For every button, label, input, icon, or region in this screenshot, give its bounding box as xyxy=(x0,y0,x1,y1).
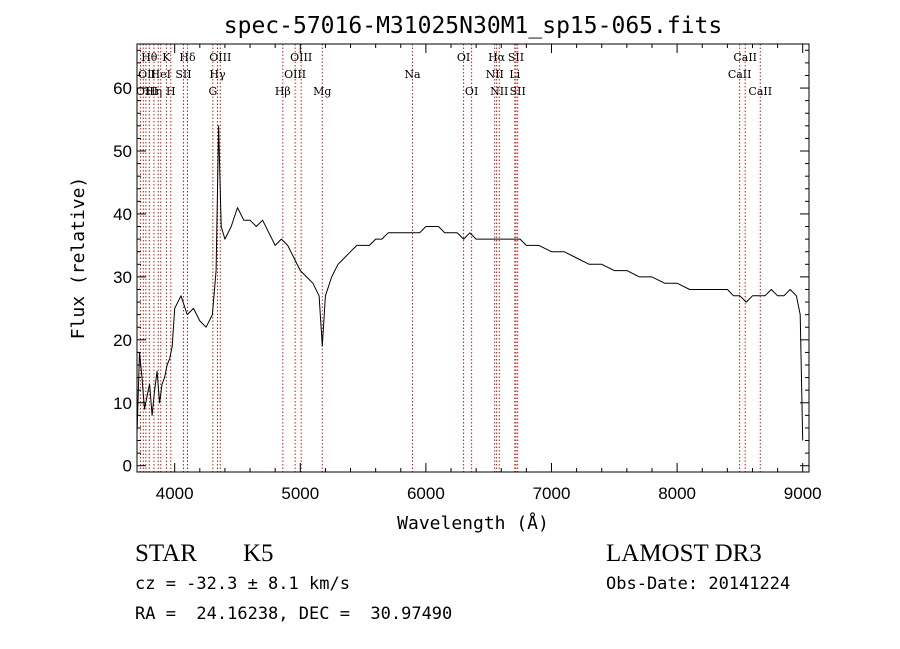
annotation-0: Hθ xyxy=(141,51,158,64)
annotation-7: Hη xyxy=(146,85,162,98)
annotation-8: H xyxy=(166,85,176,98)
annotation-6: OIII xyxy=(136,85,158,98)
annotation-12: OIII xyxy=(290,51,312,64)
annotation-17: OI xyxy=(457,51,470,64)
annotation-5: SII xyxy=(175,68,191,81)
annotation-27: CaII xyxy=(748,85,772,98)
annotation-25: CaII xyxy=(733,51,757,64)
annotation-11: G xyxy=(208,85,217,98)
annotation-1: K xyxy=(162,51,171,64)
x-tick-label-8000: 8000 xyxy=(658,484,696,503)
annotation-4: HeI xyxy=(151,68,171,81)
y-tick-label-20: 20 xyxy=(113,331,132,350)
y-tick-label-50: 50 xyxy=(113,142,132,161)
x-tick-label-6000: 6000 xyxy=(407,484,445,503)
coordinates: RA = 24.16238, DEC = 30.97490 xyxy=(135,604,453,624)
annotation-18: OI xyxy=(465,85,478,98)
object-subclass: K5 xyxy=(243,540,274,567)
redshift-cz: cz = -32.3 ± 8.1 km/s xyxy=(135,574,350,594)
flux-line-0 xyxy=(136,125,804,441)
x-tick-label-9000: 9000 xyxy=(784,484,822,503)
annotation-3: OII xyxy=(138,68,156,81)
y-tick-label-30: 30 xyxy=(113,268,132,287)
annotation-13: OIII xyxy=(284,68,306,81)
annotation-22: Li xyxy=(509,68,520,81)
annotation-15: Mg xyxy=(313,85,331,98)
x-tick-label-4000: 4000 xyxy=(156,484,194,503)
annotation-16: Na xyxy=(404,68,421,81)
flux-series xyxy=(136,125,804,441)
y-tick-label-40: 40 xyxy=(113,205,132,224)
plot-frame xyxy=(136,43,810,473)
y-axis-label: Flux (relative) xyxy=(68,177,89,340)
y-tick-label-0: 0 xyxy=(123,457,132,476)
axis-ticks: 4000 5000 6000 7000 8000 9000 0 10 20 30 40 50 60 xyxy=(113,44,822,503)
survey-name: LAMOST DR3 xyxy=(606,540,762,567)
annotation-14: Hβ xyxy=(275,85,291,98)
object-class: STAR xyxy=(135,540,197,567)
annotation-9: OIII xyxy=(209,51,231,64)
x-tick-label-7000: 7000 xyxy=(533,484,571,503)
observation-date: Obs-Date: 20141224 xyxy=(606,574,791,594)
x-tick-label-5000: 5000 xyxy=(281,484,319,503)
annotation-2: Hδ xyxy=(179,51,196,64)
y-tick-label-60: 60 xyxy=(113,79,132,98)
annotation-23: NII xyxy=(490,85,508,98)
spectral-line-markers xyxy=(139,44,761,472)
annotation-26: CaII xyxy=(728,68,752,81)
annotation-21: NII xyxy=(486,68,504,81)
annotation-24: SII xyxy=(510,85,526,98)
annotation-20: SII xyxy=(508,51,524,64)
annotation-10: Hγ xyxy=(209,68,226,81)
x-axis-label: Wavelength (Å) xyxy=(397,512,549,534)
annotation-19: Hα xyxy=(488,51,506,64)
chart-title: spec-57016-M31025N30M1_sp15-065.fits xyxy=(224,13,723,39)
y-tick-label-10: 10 xyxy=(113,394,132,413)
